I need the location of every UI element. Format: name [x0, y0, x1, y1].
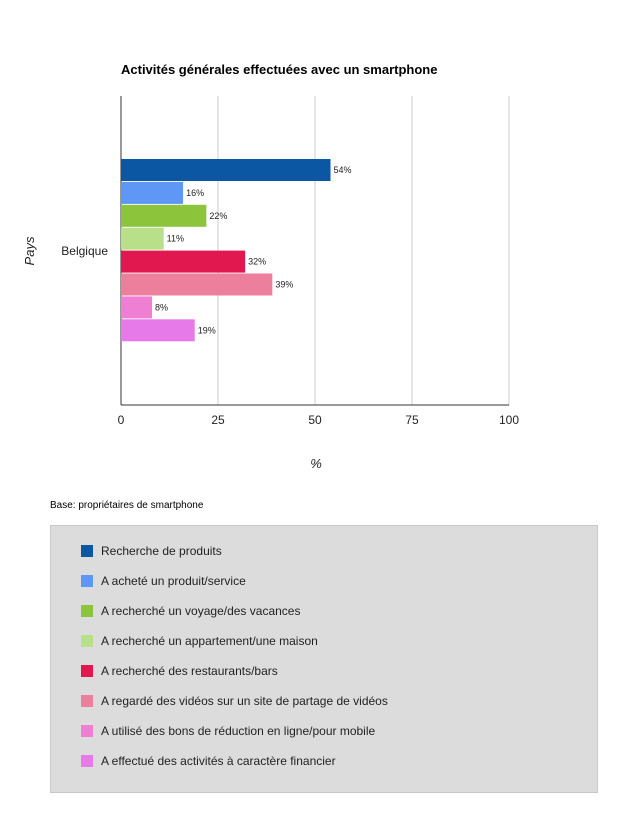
legend-item: A effectué des activités à caractère fin…	[81, 754, 388, 784]
data-label: 8%	[155, 302, 168, 312]
legend-label: A acheté un produit/service	[101, 574, 246, 588]
x-tick-label: 0	[118, 413, 125, 427]
category-label: Belgique	[61, 244, 108, 258]
legend-label: Recherche de produits	[101, 544, 222, 558]
bar	[121, 204, 207, 227]
x-tick-label: 50	[308, 413, 322, 427]
legend-label: A recherché des restaurants/bars	[101, 664, 278, 678]
legend-item: A utilisé des bons de réduction en ligne…	[81, 724, 388, 754]
y-axis-label: Pays	[22, 236, 37, 265]
legend-swatch	[81, 695, 93, 707]
legend-swatch	[81, 725, 93, 737]
x-tick-label: 25	[211, 413, 225, 427]
legend-item: A acheté un produit/service	[81, 574, 388, 604]
chart: Activités générales effectuées avec un s…	[22, 62, 519, 471]
x-tick-label: 100	[499, 413, 519, 427]
legend-label: A utilisé des bons de réduction en ligne…	[101, 724, 376, 738]
legend-list: Recherche de produits A acheté un produit…	[81, 544, 388, 784]
legend-item: A regardé des vidéos sur un site de part…	[81, 694, 388, 724]
bar	[121, 250, 246, 273]
legend-swatch	[81, 665, 93, 677]
bar	[121, 319, 195, 342]
data-label: 22%	[209, 211, 227, 221]
bar	[121, 181, 184, 204]
legend-label: A regardé des vidéos sur un site de part…	[101, 694, 388, 708]
chart-title: Activités générales effectuées avec un s…	[121, 62, 437, 77]
legend: Recherche de produits A acheté un produit…	[50, 525, 598, 793]
bar	[121, 273, 273, 296]
legend-swatch	[81, 755, 93, 767]
data-label: 39%	[275, 280, 293, 290]
legend-label: A effectué des activités à caractère fin…	[101, 754, 336, 768]
legend-swatch	[81, 575, 93, 587]
data-label: 11%	[167, 234, 184, 244]
legend-swatch	[81, 545, 93, 557]
x-tick-label: 75	[405, 413, 419, 427]
legend-item: A recherché un voyage/des vacances	[81, 604, 388, 634]
legend-item: A recherché des restaurants/bars	[81, 664, 388, 694]
x-axis-label: %	[310, 456, 322, 471]
data-label: 54%	[334, 165, 352, 175]
data-label: 16%	[186, 188, 204, 198]
data-label: 19%	[198, 325, 216, 335]
legend-label: A recherché un appartement/une maison	[101, 634, 318, 648]
data-label: 32%	[248, 257, 266, 267]
bar	[121, 227, 164, 250]
legend-label: A recherché un voyage/des vacances	[101, 604, 301, 618]
legend-swatch	[81, 635, 93, 647]
legend-item: A recherché un appartement/une maison	[81, 634, 388, 664]
base-note: Base: propriétaires de smartphone	[50, 500, 204, 511]
legend-item: Recherche de produits	[81, 544, 388, 574]
legend-swatch	[81, 605, 93, 617]
bar	[121, 159, 331, 181]
bar	[121, 296, 153, 319]
